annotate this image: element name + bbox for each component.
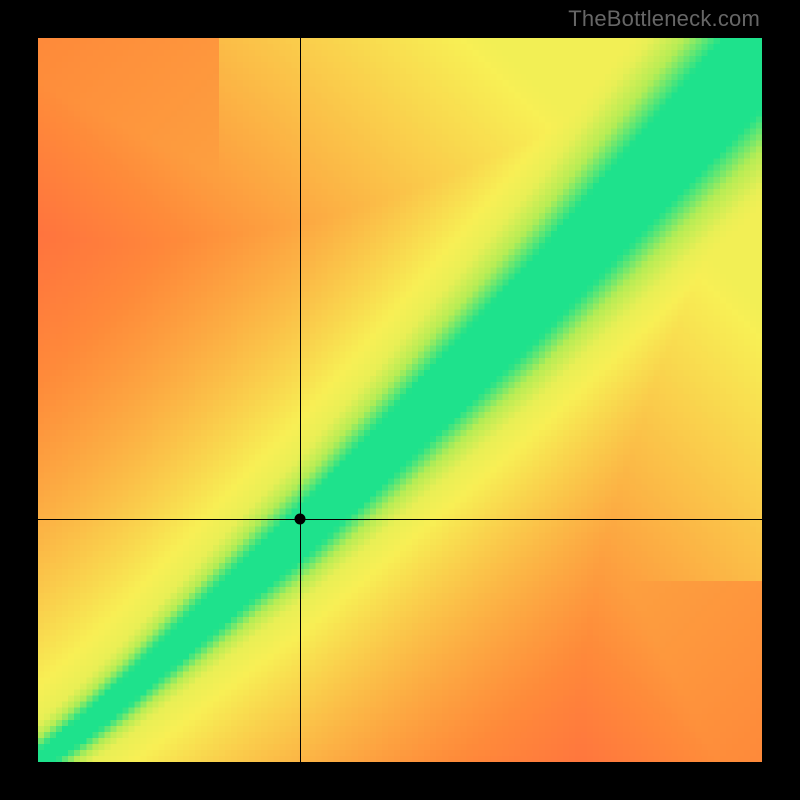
watermark-text: TheBottleneck.com bbox=[568, 6, 760, 32]
crosshair-horizontal bbox=[38, 519, 762, 520]
crosshair-vertical bbox=[300, 38, 301, 762]
heatmap-canvas bbox=[38, 38, 762, 762]
plot-area bbox=[38, 38, 762, 762]
crosshair-marker bbox=[295, 514, 306, 525]
